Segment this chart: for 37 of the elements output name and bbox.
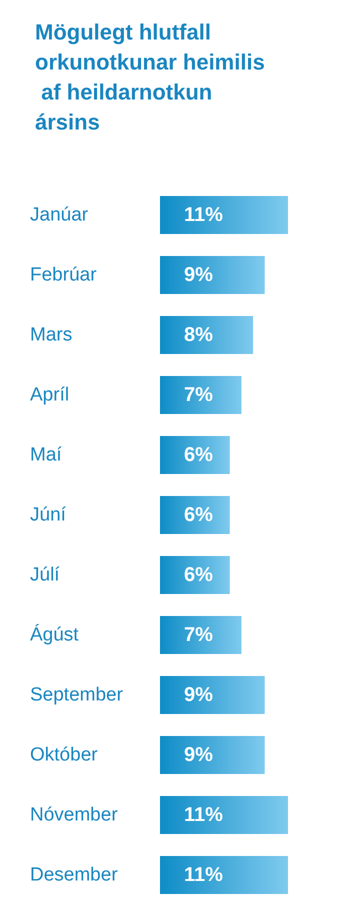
y-tick-label: Nóvember bbox=[30, 804, 118, 826]
bar bbox=[160, 316, 254, 354]
bar bbox=[160, 436, 230, 474]
y-tick-label: Mars bbox=[30, 324, 72, 346]
data-label: 6% bbox=[184, 564, 214, 586]
bar bbox=[160, 616, 242, 654]
y-tick-label: Ágúst bbox=[30, 624, 80, 646]
bar bbox=[160, 256, 265, 294]
bar bbox=[160, 196, 288, 234]
data-label: 8% bbox=[184, 324, 214, 346]
y-tick-label: Apríl bbox=[30, 384, 70, 406]
data-label: 9% bbox=[184, 264, 214, 286]
data-label: 9% bbox=[184, 684, 214, 706]
data-label: 6% bbox=[184, 444, 214, 466]
bar bbox=[160, 676, 265, 714]
data-label: 7% bbox=[184, 384, 214, 406]
data-label: 7% bbox=[184, 624, 214, 646]
bar bbox=[160, 496, 230, 534]
bar bbox=[160, 556, 230, 594]
data-label: 9% bbox=[184, 744, 214, 766]
y-tick-label: Maí bbox=[30, 444, 62, 466]
y-tick-label: Desember bbox=[30, 864, 118, 886]
bar bbox=[160, 856, 288, 894]
bar bbox=[160, 796, 288, 834]
y-tick-label: Október bbox=[30, 744, 98, 766]
data-label: 6% bbox=[184, 504, 214, 526]
bar bbox=[160, 376, 242, 414]
y-tick-label: Júlí bbox=[30, 564, 60, 586]
data-label: 11% bbox=[184, 864, 224, 886]
y-tick-label: Febrúar bbox=[30, 264, 98, 286]
bar bbox=[160, 736, 265, 774]
data-label: 11% bbox=[184, 204, 224, 226]
y-tick-label: Janúar bbox=[30, 204, 89, 226]
y-tick-label: September bbox=[30, 684, 124, 706]
data-label: 11% bbox=[184, 804, 224, 826]
y-tick-label: Júní bbox=[30, 504, 67, 526]
chart-title: Mögulegt hlutfall orkunotkunar heimilis af heildarnotkun ársins bbox=[35, 20, 265, 134]
